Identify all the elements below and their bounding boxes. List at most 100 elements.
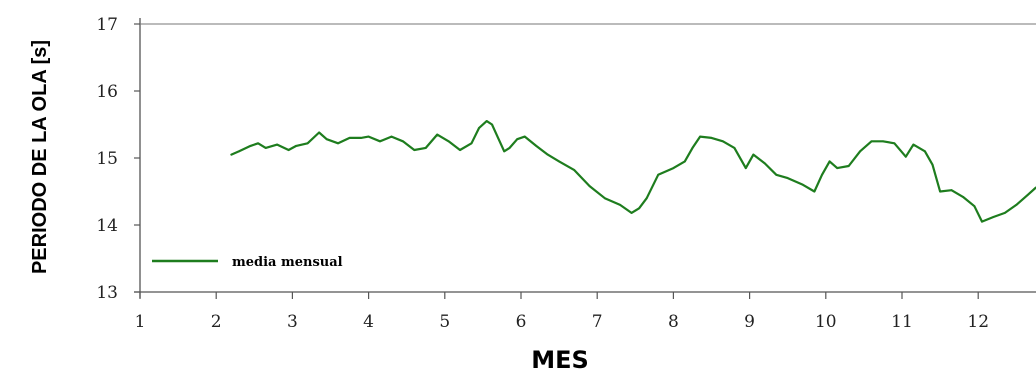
data-point <box>325 138 328 141</box>
data-point <box>836 167 839 170</box>
data-point <box>763 162 766 165</box>
y-axis-title: PERIODO DE LA OLA [s] <box>29 40 51 274</box>
data-point <box>924 150 926 153</box>
data-point <box>523 135 526 138</box>
data-point <box>893 142 896 145</box>
data-point <box>950 189 953 192</box>
data-point <box>859 150 861 153</box>
data-point <box>870 140 873 143</box>
x-tick-label: 1 <box>135 312 146 332</box>
x-tick-label: 2 <box>211 312 222 332</box>
legend-label-media-mensual: media mensual <box>232 255 343 270</box>
data-point <box>931 163 934 166</box>
data-point <box>276 143 279 146</box>
y-tick-label: 16 <box>96 82 118 102</box>
y-tick-label: 13 <box>96 283 118 303</box>
data-point <box>672 167 675 170</box>
y-tick-label: 17 <box>96 15 118 35</box>
data-point <box>436 133 439 136</box>
y-tick-label: 15 <box>96 149 118 169</box>
data-point <box>691 147 694 149</box>
data-point <box>573 169 576 172</box>
data-point <box>722 140 724 143</box>
data-point <box>264 147 267 149</box>
data-point <box>306 142 309 145</box>
data-point <box>992 216 995 218</box>
data-point <box>752 153 755 156</box>
data-point <box>424 147 427 149</box>
data-point <box>287 149 290 151</box>
y-tick-label: 14 <box>96 216 118 236</box>
data-point <box>318 131 320 134</box>
data-point <box>497 137 499 139</box>
data-point <box>802 183 804 186</box>
data-point <box>249 145 252 147</box>
data-point <box>603 197 606 200</box>
data-point <box>588 185 591 188</box>
data-point <box>257 142 259 145</box>
data-point <box>503 150 506 153</box>
data-point <box>733 147 736 149</box>
data-point <box>230 153 233 156</box>
data-point <box>775 173 778 176</box>
data-point <box>367 135 370 138</box>
data-point <box>447 140 450 143</box>
data-point <box>470 142 473 145</box>
x-tick-label: 12 <box>967 312 989 332</box>
data-point <box>459 149 461 151</box>
x-tick-label: 11 <box>891 312 913 332</box>
data-point <box>813 190 816 193</box>
data-point <box>847 165 850 167</box>
data-point <box>516 138 519 141</box>
x-tick-label: 3 <box>287 312 298 332</box>
data-point <box>546 153 549 156</box>
y-axis-ticks: 13 14 15 16 17 <box>96 15 140 303</box>
data-point <box>402 140 404 143</box>
data-point <box>786 177 789 180</box>
data-point <box>337 142 339 145</box>
series-layer <box>230 119 1036 223</box>
data-point <box>478 127 480 129</box>
data-point <box>882 140 884 143</box>
data-point <box>710 137 713 139</box>
data-point <box>295 145 298 147</box>
data-point <box>558 160 560 163</box>
x-axis-ticks: 1 2 3 4 5 6 7 8 9 10 11 12 <box>135 292 989 332</box>
data-point <box>508 147 511 149</box>
data-point <box>1004 212 1006 214</box>
data-point <box>744 167 747 170</box>
data-point <box>360 137 362 139</box>
data-point <box>939 190 941 193</box>
x-tick-label: 10 <box>815 312 837 332</box>
data-point <box>238 150 241 153</box>
data-point <box>390 135 393 138</box>
data-point <box>491 123 493 126</box>
x-axis-title: MES <box>531 346 589 374</box>
data-point <box>630 212 633 214</box>
data-point <box>912 143 915 146</box>
data-point <box>657 173 660 176</box>
data-point <box>981 220 983 223</box>
data-point <box>962 196 964 198</box>
data-point <box>1026 194 1029 196</box>
x-tick-label: 5 <box>439 312 450 332</box>
legend: media mensual <box>152 255 343 270</box>
data-point <box>619 204 621 206</box>
data-point <box>485 120 488 122</box>
x-tick-label: 4 <box>363 312 374 332</box>
data-point <box>413 149 416 151</box>
data-point <box>379 140 381 143</box>
data-point <box>638 207 640 210</box>
data-point <box>699 135 701 138</box>
data-point <box>645 197 648 200</box>
data-point <box>1015 204 1018 206</box>
data-point <box>904 155 907 158</box>
x-tick-label: 6 <box>516 312 527 332</box>
x-tick-label: 7 <box>592 312 603 332</box>
series-line-media-mensual <box>230 119 1036 223</box>
x-tick-label: 8 <box>668 312 679 332</box>
data-point <box>821 173 823 176</box>
data-point <box>973 205 976 208</box>
data-point <box>828 160 831 163</box>
